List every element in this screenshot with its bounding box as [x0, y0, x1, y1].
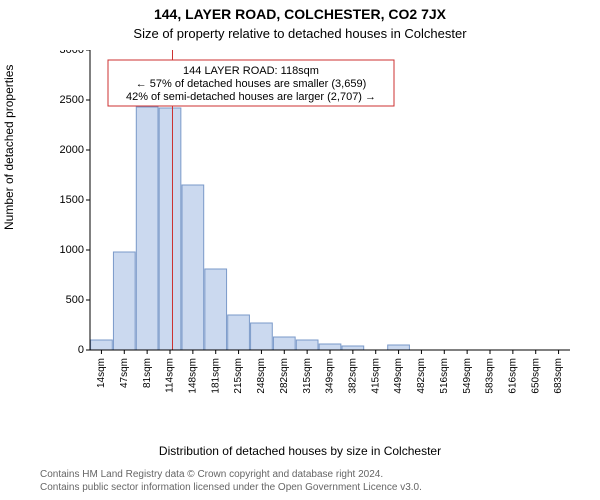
- y-tick-label: 1000: [60, 244, 84, 256]
- chart-subtitle: Size of property relative to detached ho…: [0, 26, 600, 41]
- bar: [182, 185, 204, 350]
- x-tick-label: 148sqm: [187, 358, 198, 394]
- x-tick-label: 81sqm: [142, 358, 153, 388]
- bar: [388, 345, 410, 350]
- bar: [113, 252, 135, 350]
- x-tick-label: 449sqm: [393, 358, 404, 394]
- x-tick-label: 14sqm: [96, 358, 107, 388]
- x-tick-label: 315sqm: [302, 358, 313, 394]
- y-tick-label: 0: [78, 344, 84, 356]
- bar: [205, 269, 227, 350]
- bar: [136, 107, 158, 350]
- x-tick-label: 349sqm: [325, 358, 336, 394]
- credits-line-2: Contains public sector information licen…: [40, 481, 422, 494]
- annotation-line: ← 57% of detached houses are smaller (3,…: [136, 78, 367, 90]
- y-axis-label: Number of detached properties: [2, 65, 16, 230]
- x-tick-label: 415sqm: [370, 358, 381, 394]
- bar: [273, 337, 295, 350]
- y-tick-label: 1500: [60, 194, 84, 206]
- bar: [91, 340, 113, 350]
- x-tick-label: 382sqm: [347, 358, 358, 394]
- y-tick-label: 3000: [60, 50, 84, 56]
- x-tick-label: 181sqm: [210, 358, 221, 394]
- y-tick-label: 2000: [60, 144, 84, 156]
- x-tick-label: 650sqm: [530, 358, 541, 394]
- bar: [159, 108, 181, 350]
- x-tick-label: 215sqm: [233, 358, 244, 394]
- y-tick-label: 2500: [60, 94, 84, 106]
- x-tick-label: 482sqm: [416, 358, 427, 394]
- x-tick-label: 282sqm: [279, 358, 290, 394]
- x-tick-label: 114sqm: [165, 358, 176, 393]
- bar-chart: 0 500 1000 1500 2000 2500 3000 14sqm 47sqm 81sqm…: [60, 50, 580, 400]
- x-tick-label: 549sqm: [462, 358, 473, 394]
- x-tick-label: 583sqm: [485, 358, 496, 394]
- bar: [319, 344, 341, 350]
- credits: Contains HM Land Registry data © Crown c…: [40, 468, 422, 494]
- bar: [296, 340, 318, 350]
- x-tick-label: 248sqm: [256, 358, 267, 394]
- x-tick-label: 47sqm: [119, 358, 130, 388]
- x-axis-label: Distribution of detached houses by size …: [0, 444, 600, 458]
- x-tick-label: 516sqm: [439, 358, 450, 394]
- x-tick-label: 616sqm: [507, 358, 518, 394]
- x-tick-label: 683sqm: [553, 358, 564, 394]
- credits-line-1: Contains HM Land Registry data © Crown c…: [40, 468, 422, 481]
- annotation-line: 144 LAYER ROAD: 118sqm: [183, 65, 319, 77]
- bar: [251, 323, 273, 350]
- bar: [342, 346, 364, 350]
- page-title: 144, LAYER ROAD, COLCHESTER, CO2 7JX: [0, 6, 600, 22]
- bar: [228, 315, 250, 350]
- annotation-line: 42% of semi-detached houses are larger (…: [126, 91, 376, 103]
- y-tick-label: 500: [66, 294, 84, 306]
